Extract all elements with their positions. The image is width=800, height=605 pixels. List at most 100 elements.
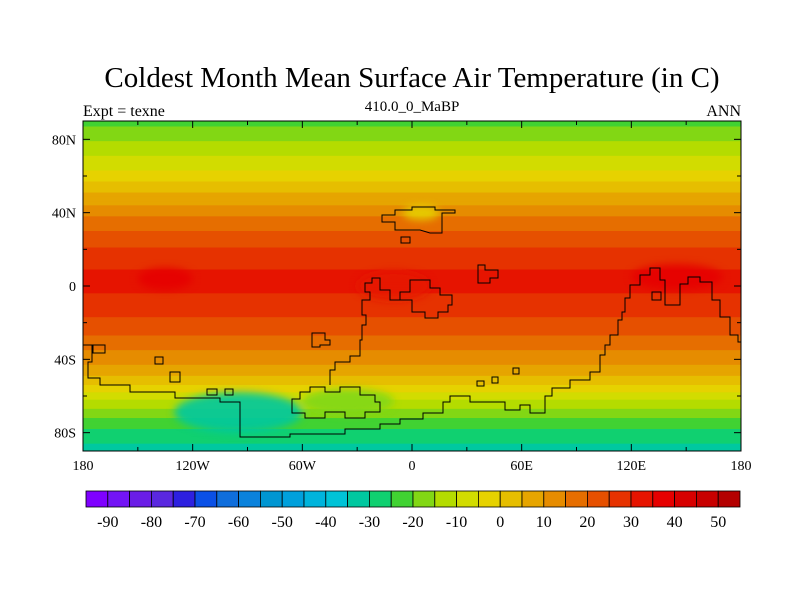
colorbar-swatch	[696, 490, 719, 508]
temperature-band	[83, 227, 741, 230]
colorbar-label: 40	[667, 514, 683, 531]
temperature-band	[83, 324, 741, 327]
temperature-band	[83, 401, 741, 404]
temperature-band	[83, 247, 741, 250]
colorbar-label: 10	[536, 514, 552, 531]
temperature-band	[83, 326, 741, 329]
temperature-band	[83, 388, 741, 392]
colorbar-label: -10	[446, 514, 467, 531]
temperature-band	[83, 260, 741, 263]
y-tick-label: 40N	[52, 207, 76, 222]
temperature-band	[83, 385, 741, 388]
temperature-band	[83, 144, 741, 148]
colorbar-label: 50	[710, 514, 726, 531]
temperature-band	[83, 225, 741, 228]
temperature-band	[83, 220, 741, 223]
temperature-band	[83, 372, 741, 375]
colorbar: -90 -80 -70 -60 -50 -40 -30 -20 -10 0 10 20 30 40 50	[85, 490, 741, 531]
temperature-band	[83, 254, 741, 258]
x-axis: 180 120W 60W 0 60E 120E 180	[73, 121, 752, 474]
temperature-band	[83, 419, 741, 423]
temperature-band	[83, 236, 741, 239]
temperature-band	[83, 386, 741, 390]
x-tick-label: 120E	[617, 459, 647, 474]
temperature-band	[83, 201, 741, 205]
temperature-band	[83, 416, 741, 419]
temperature-band	[83, 377, 741, 381]
colorbar-swatch	[412, 490, 436, 508]
temperature-band	[83, 397, 741, 401]
temperature-band	[83, 253, 741, 256]
temperature-band	[83, 337, 741, 340]
temperature-band	[83, 341, 741, 344]
temperature-band	[83, 361, 741, 364]
colorbar-swatch	[325, 490, 348, 508]
colorbar-label: -20	[402, 514, 423, 531]
colorbar-swatch	[303, 490, 327, 508]
temperature-band	[83, 414, 741, 417]
temperature-band	[83, 249, 741, 252]
temperature-band	[83, 218, 741, 221]
temperature-band	[83, 379, 741, 382]
colorbar-swatch	[150, 490, 174, 508]
temperature-band	[83, 403, 741, 406]
x-tick-label: 180	[73, 459, 94, 474]
temperature-band	[83, 251, 741, 254]
temperature-band	[83, 407, 741, 410]
temperature-band	[83, 139, 741, 142]
temperature-band	[83, 271, 741, 274]
temperature-band	[83, 256, 741, 260]
temperature-band	[83, 269, 741, 272]
temperature-band	[83, 412, 741, 415]
temperature-band	[83, 176, 741, 179]
colorbar-swatch	[477, 490, 501, 508]
temperature-band	[83, 434, 741, 437]
temperature-band	[83, 154, 741, 157]
colorbar-swatch	[521, 490, 545, 508]
colorbar-swatch	[674, 490, 697, 508]
temperature-band	[83, 130, 741, 133]
temperature-band	[83, 187, 741, 190]
x-tick-label: 120W	[176, 459, 211, 474]
temperature-band	[83, 221, 741, 225]
temperature-band	[83, 370, 741, 373]
temperature-band	[83, 366, 741, 370]
temperature-band	[83, 317, 741, 320]
temperature-field	[83, 121, 741, 451]
colorbar-label: -50	[272, 514, 293, 531]
temperature-band	[83, 128, 741, 131]
colorbar-swatch	[717, 490, 741, 508]
temperature-band	[83, 188, 741, 192]
coastlines	[83, 206, 741, 438]
x-tick-label: 0	[409, 459, 416, 474]
right-label: ANN	[706, 103, 741, 120]
temperature-band	[83, 148, 741, 151]
temperature-band	[83, 357, 741, 360]
colorbar-swatch	[543, 490, 566, 508]
colorbar-swatch	[238, 490, 261, 508]
coastline-south-inner	[291, 386, 381, 419]
temperature-band	[83, 421, 741, 425]
temperature-band	[83, 432, 741, 436]
colorbar-swatch	[456, 490, 479, 508]
temperature-band	[83, 396, 741, 399]
temperature-band	[83, 368, 741, 371]
temperature-band	[83, 194, 741, 197]
y-tick-label: 80N	[52, 133, 76, 148]
temperature-band	[83, 364, 741, 368]
temperature-band	[83, 330, 741, 333]
temperature-band	[83, 232, 741, 236]
temperature-band	[83, 240, 741, 243]
anomaly-equatorial-east	[631, 264, 723, 290]
temperature-band	[83, 157, 741, 161]
temperature-band	[83, 339, 741, 342]
coastline-islands	[92, 291, 662, 396]
temperature-band	[83, 394, 741, 397]
temperature-band	[83, 408, 741, 412]
temperature-band	[83, 168, 741, 172]
colorbar-swatch	[499, 490, 523, 508]
temperature-band	[83, 242, 741, 245]
colorbar-label: -80	[141, 514, 162, 531]
y-tick-label: 40S	[54, 353, 76, 368]
colorbar-label: 0	[496, 514, 504, 531]
